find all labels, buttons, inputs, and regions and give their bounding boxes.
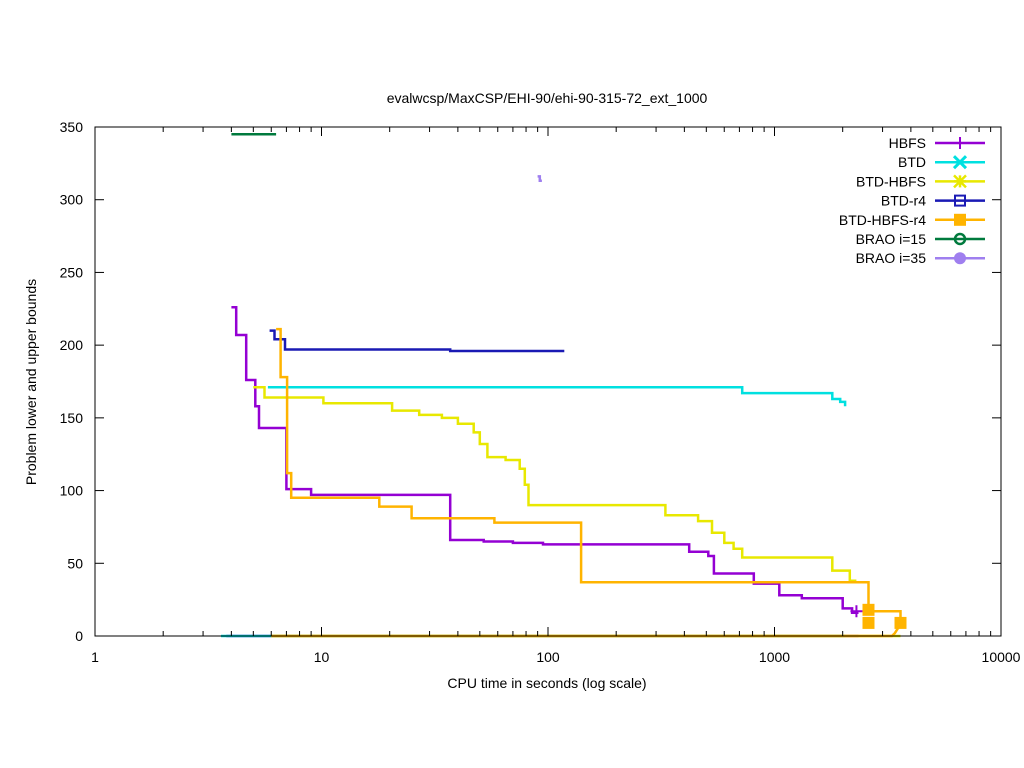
y-tick-label: 250 bbox=[60, 264, 84, 280]
series-btd-hbfs-upper-line bbox=[253, 386, 857, 582]
x-tick-label: 100 bbox=[536, 649, 560, 665]
legend-marker bbox=[953, 174, 967, 189]
y-tick-label: 300 bbox=[60, 192, 84, 208]
x-tick-label: 1000 bbox=[759, 649, 790, 665]
legend-entry-btd-r4: BTD-r4 bbox=[881, 193, 985, 209]
x-tick-label: 10000 bbox=[982, 649, 1021, 665]
y-tick-label: 0 bbox=[75, 628, 83, 644]
series-btd-r4 bbox=[269, 329, 565, 353]
legend-entry-btd-hbfs-r4: BTD-HBFS-r4 bbox=[839, 212, 985, 228]
series-hbfs-upper-line bbox=[231, 306, 859, 614]
legend-marker bbox=[954, 137, 966, 149]
x-axis-label: CPU time in seconds (log scale) bbox=[447, 675, 646, 691]
series-hbfs-marker bbox=[850, 605, 863, 618]
legend-label: HBFS bbox=[889, 135, 926, 151]
series-btd-hbfs-r4-marker bbox=[862, 603, 875, 616]
series-btd-hbfs-r4-marker bbox=[862, 616, 875, 629]
legend-entry-hbfs: HBFS bbox=[889, 135, 985, 151]
legend-marker bbox=[952, 155, 968, 170]
y-tick-label: 100 bbox=[60, 483, 84, 499]
legend-entry-brao-i-35: BRAO i=35 bbox=[856, 250, 985, 266]
series-brao-i-35-upper-line bbox=[537, 175, 542, 183]
legend-entry-brao-i-15: BRAO i=15 bbox=[856, 231, 985, 247]
y-tick-label: 150 bbox=[60, 410, 84, 426]
legend-label: BTD-HBFS bbox=[856, 173, 926, 189]
legend-label: BRAO i=15 bbox=[856, 231, 927, 247]
x-tick-label: 10 bbox=[314, 649, 330, 665]
y-tick-label: 350 bbox=[60, 119, 84, 135]
series-btd-hbfs-r4-marker bbox=[894, 616, 907, 629]
axes-layer: 1 10 100 1000 10000 0 50 100 150 200 250 300 350 bbox=[60, 119, 1021, 665]
chart-title: evalwcsp/MaxCSP/EHI-90/ehi-90-315-72_ext… bbox=[387, 90, 708, 106]
legend-entry-btd-hbfs: BTD-HBFS bbox=[856, 173, 985, 189]
legend-marker bbox=[954, 213, 966, 226]
legend-label: BTD-HBFS-r4 bbox=[839, 212, 926, 228]
y-tick-label: 200 bbox=[60, 337, 84, 353]
legend-label: BTD-r4 bbox=[881, 193, 926, 209]
series-brao-i-35 bbox=[537, 175, 542, 183]
legend-label: BTD bbox=[898, 154, 926, 170]
legend-entry-btd: BTD bbox=[898, 154, 985, 170]
legend-marker bbox=[953, 232, 967, 246]
x-tick-label: 1 bbox=[91, 649, 99, 665]
series-btd-r4-upper-line bbox=[269, 329, 565, 353]
legend: HBFS BTD BTD-HBFS BTD-r4 BTD-HBFS-r4 BRAO i=1… bbox=[839, 135, 985, 266]
legend-marker bbox=[954, 194, 966, 207]
legend-label: BRAO i=35 bbox=[856, 250, 927, 266]
series-btd-upper-line bbox=[267, 386, 847, 407]
legend-marker bbox=[954, 252, 966, 265]
y-axis-label: Problem lower and upper bounds bbox=[23, 279, 39, 485]
y-tick-label: 50 bbox=[67, 555, 83, 571]
